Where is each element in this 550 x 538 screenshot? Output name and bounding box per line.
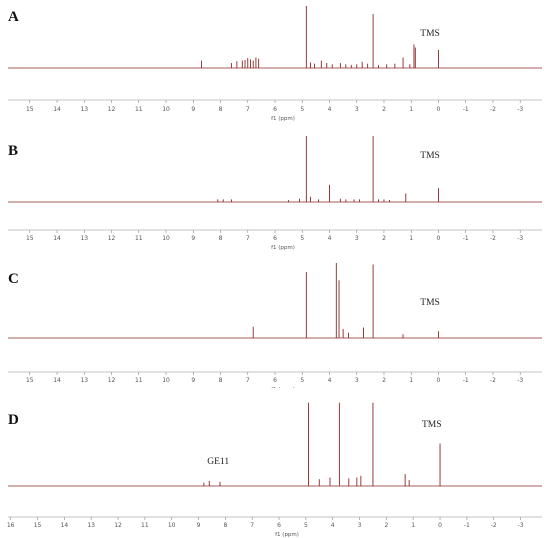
x-tick-label-a-1: 15: [26, 106, 34, 113]
x-tick-label-b-18: -2: [490, 235, 496, 242]
x-tick-label-a-15: 1: [409, 106, 413, 113]
x-tick-label-d-12: 4: [331, 522, 335, 529]
x-tick-label-a-13: 3: [355, 106, 359, 113]
x-tick-label-a-5: 11: [135, 106, 143, 113]
x-tick-label-d-0: 16: [7, 522, 15, 529]
x-tick-label-c-6: 10: [162, 377, 170, 384]
x-tick-label-d-17: -1: [464, 522, 470, 529]
x-tick-label-a-7: 9: [191, 106, 195, 113]
x-tick-label-b-7: 9: [191, 235, 195, 242]
x-tick-label-d-8: 8: [223, 522, 227, 529]
x-tick-label-a-11: 5: [300, 106, 304, 113]
x-tick-label-c-7: 9: [191, 377, 195, 384]
x-tick-label-b-5: 11: [135, 235, 143, 242]
x-tick-label-b-10: 6: [273, 235, 277, 242]
x-tick-label-d-1: 15: [34, 522, 42, 529]
spectrum-panel-b: B 15 14 13 12 11 10 9 8 7 6 5 4 3 2 1 0 -1 -2 -3 f1 (ppm) TM…: [0, 134, 550, 254]
x-tick-label-c-14: 2: [382, 377, 386, 384]
x-axis-title-b: f1 (ppm): [271, 245, 295, 251]
x-tick-label-a-14: 2: [382, 106, 386, 113]
x-tick-label-c-13: 3: [355, 377, 359, 384]
x-tick-label-b-3: 13: [80, 235, 88, 242]
x-tick-label-d-16: 0: [438, 522, 442, 529]
panel-letter-b: B: [8, 143, 19, 159]
x-tick-label-c-18: -2: [490, 377, 496, 384]
x-tick-label-c-15: 1: [409, 377, 413, 384]
x-tick-label-b-2: 14: [53, 235, 61, 242]
x-tick-label-b-9: 7: [246, 235, 250, 242]
spectrum-b-svg: 15 14 13 12 11 10 9 8 7 6 5 4 3 2 1 0 -1 -2 -3f1 (ppm)TMS: [8, 136, 542, 251]
x-tick-label-d-13: 3: [358, 522, 362, 529]
x-tick-label-d-4: 12: [114, 522, 122, 529]
x-tick-label-b-13: 3: [355, 235, 359, 242]
x-tick-label-a-18: -2: [490, 106, 496, 113]
x-tick-label-b-8: 8: [219, 235, 223, 242]
x-tick-label-c-10: 6: [273, 377, 277, 384]
x-tick-label-a-2: 14: [53, 106, 61, 113]
panel-letter-a: A: [8, 9, 19, 25]
x-tick-label-d-3: 13: [87, 522, 95, 529]
x-tick-label-d-14: 2: [384, 522, 388, 529]
x-tick-label-d-9: 7: [250, 522, 254, 529]
x-tick-label-b-19: -3: [517, 235, 523, 242]
annotation-tms-d: TMS: [422, 420, 442, 430]
x-tick-label-a-3: 13: [80, 106, 88, 113]
x-tick-label-d-6: 10: [168, 522, 176, 529]
x-tick-label-d-11: 5: [304, 522, 308, 529]
x-tick-label-c-12: 4: [328, 377, 332, 384]
panel-letter-d: D: [8, 412, 19, 428]
x-tick-label-c-5: 11: [135, 377, 143, 384]
x-tick-label-d-18: -2: [491, 522, 497, 529]
x-tick-label-c-4: 12: [108, 377, 116, 384]
x-tick-label-b-6: 10: [162, 235, 170, 242]
x-tick-label-d-10: 6: [277, 522, 281, 529]
x-tick-label-c-17: -1: [463, 377, 469, 384]
x-axis-title-a: f1 (ppm): [271, 116, 295, 122]
x-tick-label-a-6: 10: [162, 106, 170, 113]
x-tick-label-d-19: -3: [518, 522, 524, 529]
annotation-ge11-d: GE11: [207, 457, 229, 467]
x-axis-title-c: f1 (ppm): [271, 387, 295, 388]
x-tick-label-d-2: 14: [61, 522, 69, 529]
spectrum-panel-d: D 16 15 14 13 12 11 10 9 8 7 6 5 4 3 2 1 0 -1 -2 -3 f1 (ppm)…: [0, 398, 550, 538]
annotation-tms-b: TMS: [420, 151, 440, 161]
x-tick-label-a-16: 0: [437, 106, 441, 113]
x-tick-label-a-12: 4: [328, 106, 332, 113]
x-tick-label-c-8: 8: [219, 377, 223, 384]
x-tick-label-b-16: 0: [437, 235, 441, 242]
spectrum-panel-a: A 15 14 13 12 11 10 9 8 7 6 5 4 3 2 1 0 -1 -2 -3 f1 (ppm) TM…: [0, 0, 550, 128]
x-tick-label-d-15: 1: [411, 522, 415, 529]
x-tick-label-a-10: 6: [273, 106, 277, 113]
x-tick-label-c-3: 13: [80, 377, 88, 384]
annotation-tms-c: TMS: [420, 298, 440, 308]
x-tick-label-a-17: -1: [463, 106, 469, 113]
x-tick-label-c-9: 7: [246, 377, 250, 384]
x-tick-label-b-17: -1: [463, 235, 469, 242]
x-tick-label-a-4: 12: [108, 106, 116, 113]
x-tick-label-b-14: 2: [382, 235, 386, 242]
spectrum-a-svg: 15 14 13 12 11 10 9 8 7 6 5 4 3 2 1 0 -1 -2 -3f1 (ppm)TMS: [8, 6, 542, 122]
spectrum-d-svg: 16 15 14 13 12 11 10 9 8 7 6 5 4 3 2 1 0 -1 -2 -3f1 (ppm)GE…: [7, 402, 542, 538]
x-tick-label-b-15: 1: [409, 235, 413, 242]
x-tick-label-b-11: 5: [300, 235, 304, 242]
x-tick-label-c-19: -3: [517, 377, 523, 384]
x-tick-label-d-5: 11: [141, 522, 149, 529]
x-tick-label-a-19: -3: [517, 106, 523, 113]
x-tick-label-b-4: 12: [108, 235, 116, 242]
x-tick-label-c-16: 0: [437, 377, 441, 384]
x-tick-label-a-9: 7: [246, 106, 250, 113]
x-tick-label-d-7: 9: [197, 522, 201, 529]
panel-letter-c: C: [8, 271, 19, 287]
x-tick-label-c-11: 5: [300, 377, 304, 384]
annotation-tms-a: TMS: [420, 29, 440, 39]
x-tick-label-c-2: 14: [53, 377, 61, 384]
x-tick-label-b-12: 4: [328, 235, 332, 242]
x-axis-title-d: f1 (ppm): [275, 532, 299, 538]
x-tick-label-c-1: 15: [26, 377, 34, 384]
x-tick-label-b-1: 15: [26, 235, 34, 242]
x-tick-label-a-8: 8: [219, 106, 223, 113]
